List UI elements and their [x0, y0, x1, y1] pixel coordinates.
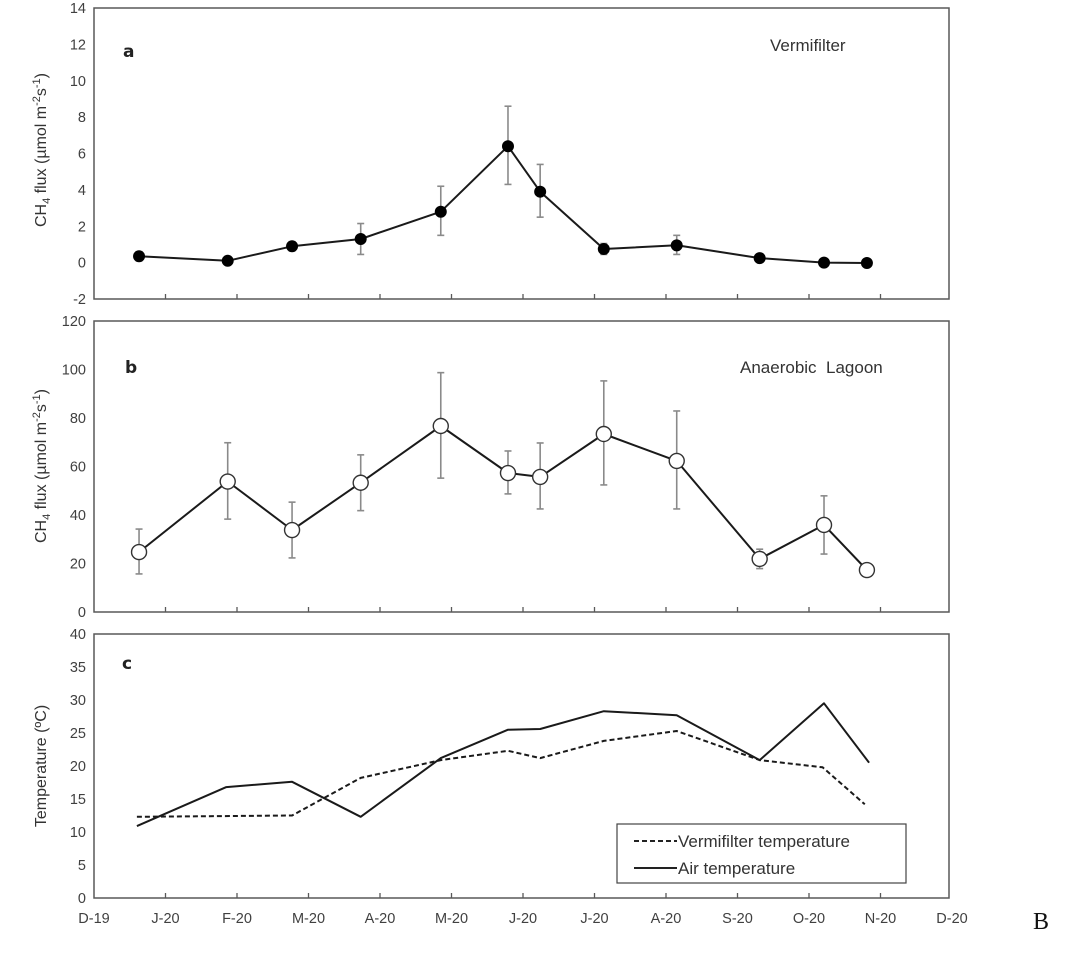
panel-b-ytick-label: 120 [62, 314, 86, 330]
panel-c-ytick-label: 35 [70, 660, 86, 676]
panel-a-ytick-label: 12 [70, 37, 86, 53]
legend-label-air: Air temperature [678, 859, 795, 878]
panel-b-ytick-label: 60 [70, 460, 86, 476]
panel-b-frame [93, 320, 950, 613]
panel-b-ytick-label: 100 [62, 363, 86, 379]
panel-a-ytick-label: 0 [78, 256, 86, 272]
panel-a: -2 0 2 4 6 8 10 12 14 [70, 1, 882, 308]
panel-b-data-point [283, 521, 301, 539]
panel-c-ytick-label: 30 [70, 693, 86, 709]
xtick-label: A-20 [651, 911, 682, 927]
panel-c-ytick-label: 5 [78, 858, 86, 874]
panel-c-ytick-label: 25 [70, 726, 86, 742]
legend-label-vermifilter: Vermifilter temperature [678, 832, 850, 851]
panel-c: 0 5 10 15 20 25 30 35 40 D-19 J-20 F-20 M-20 A-20 M-20… [70, 627, 968, 927]
panel-a-data-point [434, 205, 447, 218]
panel-a-letter: a [123, 42, 134, 62]
panel-a-title: Vermifilter [770, 36, 846, 55]
xtick-label: J-20 [509, 911, 537, 927]
panel-a-ytick-label: 6 [78, 147, 86, 163]
xtick-label: J-20 [151, 911, 179, 927]
panel-a-data-point [818, 256, 831, 269]
xtick-label: D-19 [78, 911, 109, 927]
xtick-label: D-20 [936, 911, 967, 927]
panel-c-ytick-label: 15 [70, 792, 86, 808]
panel-b-data-point [815, 516, 833, 534]
panel-c-series-line-0 [136, 730, 866, 818]
xtick-label: O-20 [793, 911, 825, 927]
panel-b-ytick-label: 20 [70, 557, 86, 573]
panel-b-ylabel: CH4 flux (µmol m-2s-1) [31, 389, 53, 543]
panel-b-data-point [499, 464, 517, 482]
panel-a-data-point [860, 256, 873, 269]
panel-b-data-point [219, 473, 236, 490]
panel-a-data-point [597, 242, 610, 255]
panel-b-data-point [130, 543, 148, 561]
panel-a-data-point [221, 254, 234, 267]
panel-a-frame [93, 7, 950, 300]
xtick-label: S-20 [722, 911, 753, 927]
panel-a-ytick-label: -2 [73, 292, 86, 308]
panel-c-letter: c [122, 654, 132, 674]
panel-b-letter: b [125, 358, 137, 378]
xtick-label: F-20 [222, 911, 252, 927]
panel-a-data-point [354, 232, 367, 245]
panel-a-ylabel: CH4 flux (µmol m-2s-1) [31, 73, 53, 227]
panel-b-ytick-label: 40 [70, 508, 86, 524]
panel-a-ytick-label: 14 [70, 1, 86, 17]
xtick-label: J-20 [580, 911, 608, 927]
panel-b-data-point [531, 468, 549, 486]
panel-a-ytick-label: 4 [78, 183, 86, 199]
panel-c-series-line-1 [136, 702, 870, 828]
panel-a-data-point [133, 250, 146, 263]
panel-b-data-point [432, 417, 449, 435]
panel-a-ytick-label: 10 [70, 74, 86, 90]
panel-c-ytick-label: 0 [78, 891, 86, 907]
panel-a-data-point [534, 185, 547, 198]
panel-b: 0 20 40 60 80 100 120 [62, 314, 882, 621]
panel-a-data-point [670, 239, 683, 252]
panel-a-data-point [286, 240, 299, 253]
panel-a-data-point [753, 252, 766, 265]
panel-b-ytick-label: 0 [78, 605, 86, 621]
panel-b-data-point [668, 452, 685, 470]
xtick-label: N-20 [865, 911, 896, 927]
panel-b-data-point [352, 474, 369, 491]
panel-b-series-line-0 [138, 425, 868, 571]
xtick-label: A-20 [365, 911, 396, 927]
legend: Vermifilter temperature Air temperature [616, 823, 907, 884]
panel-a-data-point [501, 140, 514, 153]
panel-b-data-point [751, 550, 768, 568]
xtick-label: M-20 [292, 911, 325, 927]
legend-box [616, 823, 907, 884]
figure-tag: B [1033, 909, 1049, 935]
panel-c-ylabel: Temperature (ºC) [33, 705, 50, 827]
panel-c-ytick-label: 10 [70, 825, 86, 841]
panel-a-ytick-label: 2 [78, 219, 86, 235]
panel-c-ytick-label: 20 [70, 759, 86, 775]
panel-c-ytick-label: 40 [70, 627, 86, 643]
panel-a-series-line-0 [138, 145, 867, 264]
panel-b-ytick-label: 80 [70, 411, 86, 427]
panel-b-data-point [858, 561, 876, 579]
panel-a-ytick-label: 8 [78, 110, 86, 126]
panel-b-data-point [595, 425, 612, 443]
panel-b-title: Anaerobic Lagoon [740, 358, 883, 377]
xtick-label: M-20 [435, 911, 468, 927]
panel-c-frame [93, 633, 950, 899]
